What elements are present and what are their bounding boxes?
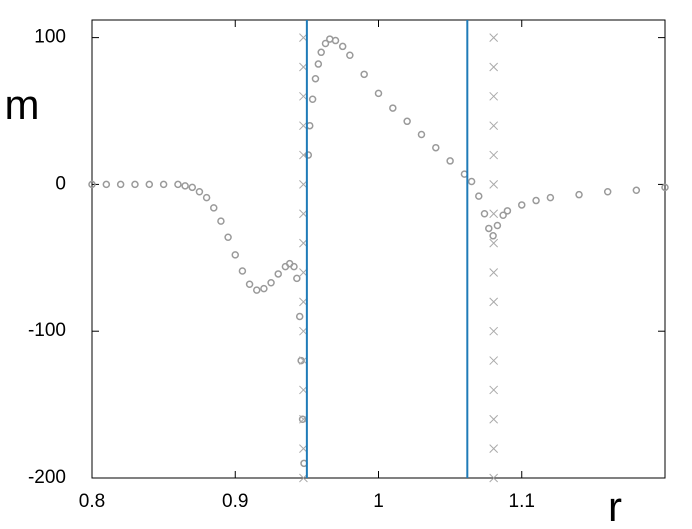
x-marker [489,326,499,336]
x-marker [489,62,499,72]
x-marker [489,473,499,483]
y-tick-label: -200 [28,467,66,488]
point [260,284,268,293]
point [174,180,182,189]
x-marker [489,444,499,453]
x-marker [489,150,499,160]
point [159,180,168,189]
point [267,279,275,287]
x-marker [489,268,499,277]
x-tick-label: 1.1 [509,491,535,512]
point [116,180,125,189]
point [446,157,454,165]
x-marker [489,91,499,101]
plot-frame [91,19,666,479]
point [532,196,540,205]
point [632,186,641,195]
point [274,270,282,278]
point [238,267,247,275]
x-marker [489,238,499,248]
point [290,262,298,271]
x-marker [489,297,499,307]
point [295,312,304,321]
x-marker [489,385,499,395]
point [88,180,96,189]
point [252,286,261,294]
x-tick-label: 0.8 [79,491,105,512]
point [321,39,330,48]
point [293,274,301,283]
point [518,201,526,209]
point [346,51,354,59]
y-tick-label: 0 [55,173,66,194]
point [210,204,218,212]
point [480,210,489,218]
point [493,221,502,230]
point [304,151,313,159]
point [224,233,232,242]
point [188,183,197,192]
y-tick-label: 100 [34,27,66,48]
point [102,180,111,189]
x-marker [489,209,499,219]
x-axis-label: r [608,483,622,529]
point [575,190,583,199]
point [195,188,204,196]
point [314,60,323,68]
point [298,415,307,424]
point [432,143,440,152]
y-axis-label: m [5,81,40,128]
point [360,70,368,79]
point [467,177,476,186]
point [245,280,254,288]
point [489,232,497,240]
x-tick-label: 0.9 [222,491,248,512]
point [546,193,555,202]
point [661,183,669,192]
x-marker [489,356,499,365]
point [217,217,225,225]
point [131,180,139,189]
x-marker [489,121,499,131]
point [338,42,347,51]
point [475,192,483,200]
point [311,74,320,83]
point [503,207,512,215]
point [389,104,397,112]
point [308,95,317,104]
point [417,130,426,139]
x-marker [489,180,499,189]
point [231,251,239,259]
point [603,188,612,196]
point [374,89,383,98]
point [297,356,305,365]
point [331,36,340,45]
point [499,211,507,219]
x-tick-label: 1 [373,491,384,512]
point [202,193,211,202]
x-marker [489,414,499,424]
x-marker [489,33,499,42]
point [317,48,325,57]
y-tick-label: -100 [28,320,66,341]
point [403,117,411,126]
point [145,180,154,189]
point [181,182,189,190]
point [485,224,493,233]
